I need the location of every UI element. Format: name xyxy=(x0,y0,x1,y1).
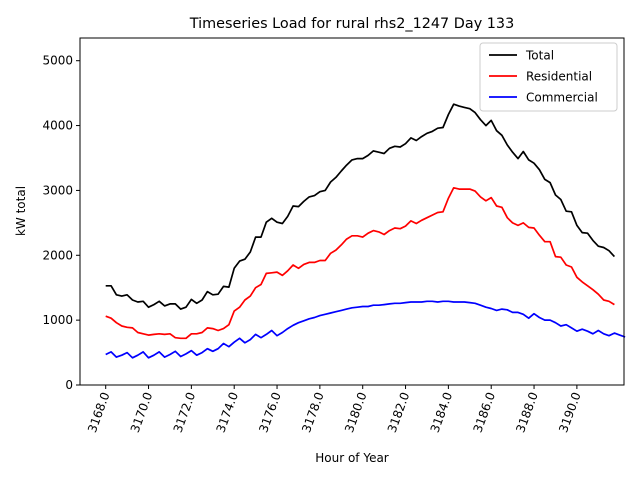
x-axis-label: Hour of Year xyxy=(315,451,389,465)
y-tick-label: 1000 xyxy=(42,313,73,327)
x-tick-label: 3186.0 xyxy=(471,390,499,434)
x-tick-label: 3168.0 xyxy=(85,390,113,434)
series-line-residential xyxy=(105,186,615,340)
series-line-total xyxy=(105,103,616,310)
y-tick-label: 5000 xyxy=(42,54,73,68)
legend-box xyxy=(479,42,618,112)
y-tick-label: 3000 xyxy=(42,183,73,197)
series-line-commercial xyxy=(105,300,626,359)
y-tick-label: 0 xyxy=(65,378,73,392)
chart-title: Timeseries Load for rural rhs2_1247 Day … xyxy=(189,16,515,32)
plot-area-frame xyxy=(79,37,625,386)
y-axis-label: kW total xyxy=(14,186,28,236)
x-tick-label: 3184.0 xyxy=(428,390,456,434)
x-tick-label: 3182.0 xyxy=(385,390,413,434)
legend-label: Total xyxy=(525,49,554,63)
x-tick-label: 3190.0 xyxy=(556,390,584,434)
legend-label: Commercial xyxy=(526,91,598,105)
legend-label: Residential xyxy=(526,70,592,84)
x-tick-label: 3180.0 xyxy=(342,390,370,434)
x-tick-label: 3170.0 xyxy=(128,390,156,434)
series-layer xyxy=(105,103,626,359)
x-tick-label: 3178.0 xyxy=(299,390,327,434)
y-tick-label: 4000 xyxy=(42,119,73,133)
y-tick-label: 2000 xyxy=(42,248,73,262)
x-tick-label: 3172.0 xyxy=(171,390,199,434)
x-tick-label: 3176.0 xyxy=(256,390,284,434)
x-tick-label: 3188.0 xyxy=(513,390,541,434)
x-tick-label: 3174.0 xyxy=(214,390,242,434)
legend: Total Residential Commercial xyxy=(479,42,618,112)
